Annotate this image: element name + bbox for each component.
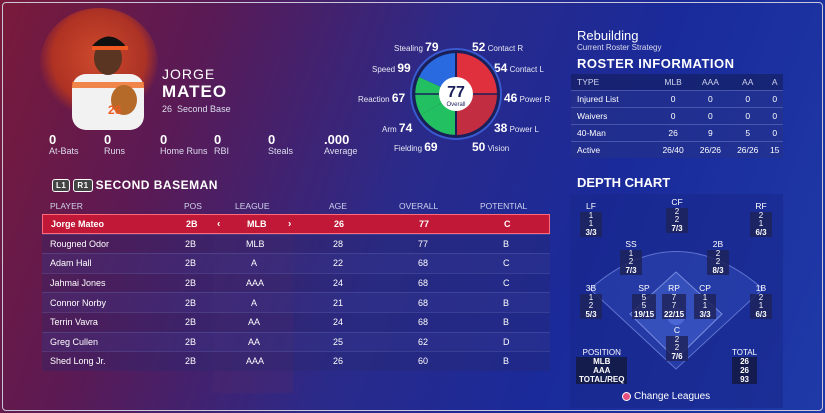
player-list: PLAYER POS LEAGUE AGE OVERALL POTENTIAL … — [42, 197, 550, 371]
player-last-name: MATEO — [162, 82, 227, 102]
stat-runs: 0 Runs — [104, 133, 125, 156]
depth-1b[interactable]: 1B 2 1 6/3 — [750, 284, 772, 319]
roster-row: 40-Man 26 9 5 0 — [571, 124, 783, 141]
overall-rating-ring: 77 Overall — [409, 47, 503, 141]
league-prev-icon[interactable]: ‹ — [217, 218, 220, 229]
player-row[interactable]: Greg Cullen 2B AA 25 62 D — [42, 332, 550, 352]
stat-average: .000 Average — [324, 133, 357, 156]
player-position: Second Base — [177, 104, 231, 114]
attr-fielding: Fielding 69 — [394, 140, 438, 154]
overall-value: 77 — [447, 84, 465, 101]
player-number: 26 — [162, 104, 172, 114]
depth-rf[interactable]: RF 2 1 6/3 — [750, 202, 772, 237]
col-overall: OVERALL — [399, 201, 438, 211]
attr-reaction: Reaction 67 — [358, 91, 405, 105]
depth-3b[interactable]: 3B 1 2 5/3 — [580, 284, 602, 319]
change-leagues-button[interactable]: Change Leagues — [622, 391, 710, 402]
col-player: PLAYER — [50, 201, 83, 211]
col-potential: POTENTIAL — [480, 201, 527, 211]
attr-speed: Speed 99 — [372, 61, 411, 75]
stat-home-runs: 0 Home Runs — [160, 133, 208, 156]
player-row[interactable]: Jahmai Jones 2B AAA 24 68 C — [42, 273, 550, 293]
depth-cf[interactable]: CF 2 2 7/3 — [666, 198, 688, 233]
position-title: SECOND BASEMAN — [96, 178, 218, 192]
player-row[interactable]: Connor Norby 2B A 21 68 B — [42, 292, 550, 312]
roster-row: Waivers 0 0 0 0 — [571, 107, 783, 124]
player-rows: Jorge Mateo 2B ‹ MLB › 26 77 C Rougned Odor… — [42, 214, 550, 371]
depth-total: TOTAL 26 26 93 — [732, 348, 757, 384]
player-number-position: 26 Second Base — [162, 104, 231, 114]
player-list-header: PLAYER POS LEAGUE AGE OVERALL POTENTIAL — [42, 197, 550, 214]
roster-info-title: ROSTER INFORMATION — [577, 56, 735, 71]
attr-vision: 50 Vision — [472, 140, 509, 154]
depth-chart-title: DEPTH CHART — [577, 175, 670, 190]
roster-info-table: TYPE MLB AAA AA A Injured List 0 0 0 0 Waivers 0 0… — [571, 74, 783, 158]
depth-rp[interactable]: RP 7 7 22/15 — [662, 284, 686, 319]
l1-button[interactable]: L1 — [52, 179, 70, 192]
roster-strategy-subtitle: Current Roster Strategy — [577, 43, 661, 52]
roster-row: Injured List 0 0 0 0 — [571, 90, 783, 107]
svg-text:26: 26 — [108, 103, 122, 117]
player-row[interactable]: Shed Long Jr. 2B AAA 26 60 B — [42, 351, 550, 371]
roster-row: Active 26/40 26/26 26/26 15 — [571, 141, 783, 158]
depth-cp[interactable]: CP 1 1 3/3 — [694, 284, 716, 319]
col-league: LEAGUE — [235, 201, 270, 211]
roster-header-row: TYPE MLB AAA AA A — [571, 74, 783, 90]
position-section-header: L1 R1 SECOND BASEMAN — [52, 178, 218, 192]
depth-2b[interactable]: 2B 2 2 8/3 — [707, 240, 729, 275]
stat-at-bats: 0 At-Bats — [49, 133, 79, 156]
depth-c[interactable]: C 2 2 7/6 — [666, 326, 688, 361]
player-row[interactable]: Adam Hall 2B A 22 68 C — [42, 253, 550, 273]
player-row[interactable]: Terrin Vavra 2B AA 24 68 B — [42, 312, 550, 332]
player-row[interactable]: Rougned Odor 2B MLB 28 77 B — [42, 234, 550, 254]
depth-sp[interactable]: SP 5 5 19/15 — [632, 284, 656, 319]
depth-lf[interactable]: LF 1 1 3/3 — [580, 202, 602, 237]
player-portrait: 26 — [62, 22, 154, 130]
r1-button[interactable]: R1 — [73, 179, 92, 192]
col-pos: POS — [184, 201, 202, 211]
player-row-selected[interactable]: Jorge Mateo 2B ‹ MLB › 26 77 C — [42, 214, 550, 234]
league-next-icon[interactable]: › — [288, 218, 291, 229]
col-age: AGE — [329, 201, 347, 211]
circle-button-icon — [622, 392, 631, 401]
player-first-name: JORGE — [162, 66, 215, 82]
stat-steals: 0 Steals — [268, 133, 293, 156]
depth-ss[interactable]: SS 1 2 7/3 — [620, 240, 642, 275]
depth-chart-panel: LF 1 1 3/3 CF 2 2 7/3 RF 2 1 6/3 SS 1 2 7/3 2B 2 2 8/3 … — [570, 194, 783, 408]
stat-rbi: 0 RBI — [214, 133, 229, 156]
attr-power-r: 46 Power R — [504, 91, 550, 105]
attr-arm: Arm 74 — [382, 121, 412, 135]
overall-label: Overall — [446, 102, 465, 108]
depth-position-legend: POSITION MLB AAA TOTAL/REQ — [576, 348, 627, 384]
roster-strategy: Rebuilding — [577, 28, 638, 43]
